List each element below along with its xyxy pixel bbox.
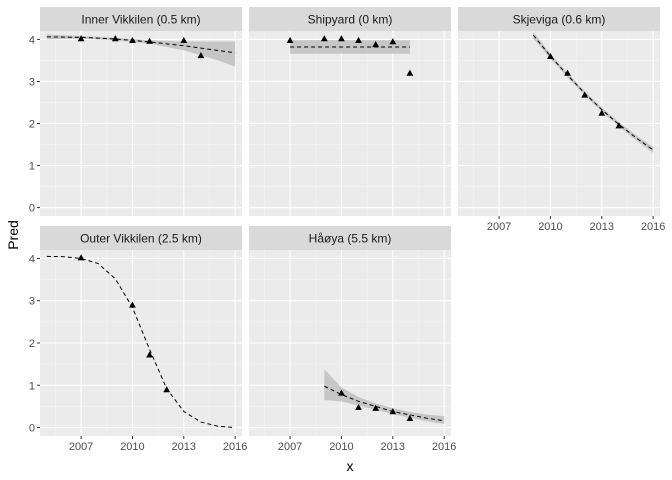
data-point <box>598 109 606 116</box>
data-point <box>355 36 362 43</box>
data-point <box>77 254 85 261</box>
y-tick-label: 2 <box>29 119 35 131</box>
y-tick-label: 4 <box>29 253 35 265</box>
data-point <box>547 52 554 59</box>
data-point <box>338 389 345 396</box>
confidence-ribbon <box>533 31 654 153</box>
y-tick-label: 0 <box>29 203 35 215</box>
data-point <box>564 69 571 76</box>
x-tick-label: 2010 <box>120 441 144 453</box>
data-point <box>180 36 188 43</box>
y-tick-label: 0 <box>29 423 35 435</box>
facet-strip <box>249 7 451 31</box>
x-tick-label: 2010 <box>329 441 353 453</box>
y-axis-title: Pred <box>5 220 21 250</box>
data-point <box>406 414 414 421</box>
y-tick-label: 4 <box>29 34 35 46</box>
panels: Inner Vikkilen (0.5 km) Shipyard (0 km) Sk… <box>40 7 660 436</box>
x-tick-label: 2007 <box>69 441 93 453</box>
data-point <box>320 35 328 42</box>
facet-strip-label: Skjeviga (0.6 km) <box>513 13 606 27</box>
x-axis-ticks: 2007 2010 2013 2016 2007 2010 2013 2016 2007 2010… <box>69 216 665 453</box>
data-point <box>581 91 589 98</box>
x-tick-label: 2013 <box>590 221 614 233</box>
data-point <box>389 408 397 415</box>
x-tick-label: 2013 <box>381 441 405 453</box>
x-tick-label: 2016 <box>223 441 247 453</box>
y-tick-label: 2 <box>29 338 35 350</box>
facet-panel: Inner Vikkilen (0.5 km) <box>40 7 242 216</box>
data-point <box>163 386 171 393</box>
data-point <box>338 35 345 42</box>
fit-line <box>324 385 445 422</box>
facet-panel: Outer Vikkilen (2.5 km) <box>40 226 242 436</box>
data-point <box>111 35 119 42</box>
facet-strip <box>40 7 242 31</box>
facet-strip <box>458 7 660 31</box>
data-point <box>372 41 380 48</box>
data-point <box>146 351 153 358</box>
data-point <box>286 36 294 43</box>
fit-line <box>532 34 654 151</box>
y-tick-label: 1 <box>29 380 35 392</box>
x-tick-label: 2010 <box>538 221 562 233</box>
confidence-ribbon <box>46 34 236 67</box>
x-axis-title: x <box>347 458 354 474</box>
x-tick-label: 2007 <box>487 221 511 233</box>
facet-strip <box>249 226 451 250</box>
data-point <box>372 404 380 411</box>
x-tick-label: 2007 <box>278 441 302 453</box>
facet-strip-label: Outer Vikkilen (2.5 km) <box>80 232 202 246</box>
data-point <box>389 38 397 45</box>
y-axis-ticks: 0 1 2 3 4 0 1 2 3 4 <box>29 34 40 435</box>
y-tick-label: 3 <box>29 296 35 308</box>
facet-strip <box>40 226 242 250</box>
data-point <box>146 37 153 44</box>
facet-strip-label: Shipyard (0 km) <box>308 13 393 27</box>
facet-panel: Shipyard (0 km) <box>249 7 451 216</box>
y-tick-label: 1 <box>29 161 35 173</box>
data-point <box>197 51 205 59</box>
data-point <box>406 69 414 76</box>
x-tick-label: 2016 <box>432 441 456 453</box>
data-point <box>129 301 136 308</box>
facet-panel: Skjeviga (0.6 km) <box>458 7 660 216</box>
facet-strip-label: Håøya (5.5 km) <box>309 232 392 246</box>
facet-panel: Håøya (5.5 km) <box>249 226 451 436</box>
y-tick-label: 3 <box>29 76 35 88</box>
data-point <box>615 122 623 129</box>
data-point <box>355 403 362 410</box>
fit-line <box>46 255 236 429</box>
data-point <box>129 36 136 43</box>
x-tick-label: 2016 <box>641 221 665 233</box>
x-tick-label: 2013 <box>172 441 196 453</box>
data-point <box>77 35 85 42</box>
facet-strip-label: Inner Vikkilen (0.5 km) <box>81 13 200 27</box>
